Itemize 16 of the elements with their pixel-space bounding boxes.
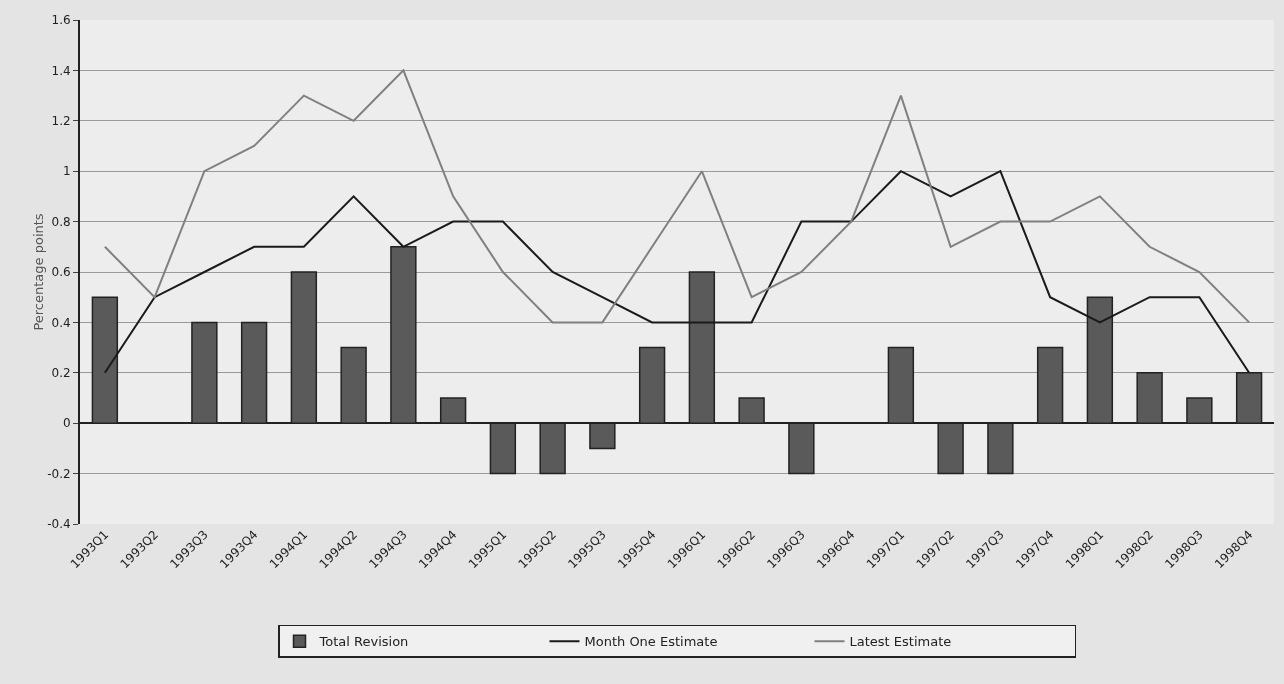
y-tick-label: 0.6: [51, 265, 71, 280]
legend-label: Latest Estimate: [849, 634, 952, 650]
line-series: [103, 69, 1251, 324]
legend-label: Total Revision: [318, 634, 409, 650]
y-tick-label: 1.6: [51, 13, 71, 28]
y-tick-label: 0: [62, 416, 71, 431]
y-tick-label: -0.4: [47, 517, 71, 532]
y-tick-label: 1: [62, 164, 71, 179]
y-tick-label: -0.2: [47, 466, 71, 481]
legend-label: Month One Estimate: [584, 634, 718, 650]
y-tick-label: 0.4: [51, 315, 71, 330]
y-axis-title: Percentage points: [31, 213, 46, 331]
y-tick-label: 0.8: [51, 214, 71, 229]
y-tick-label: 1.2: [51, 114, 71, 128]
y-tick-label: 1.4: [51, 63, 71, 78]
y-tick-label: 0.2: [51, 366, 71, 380]
